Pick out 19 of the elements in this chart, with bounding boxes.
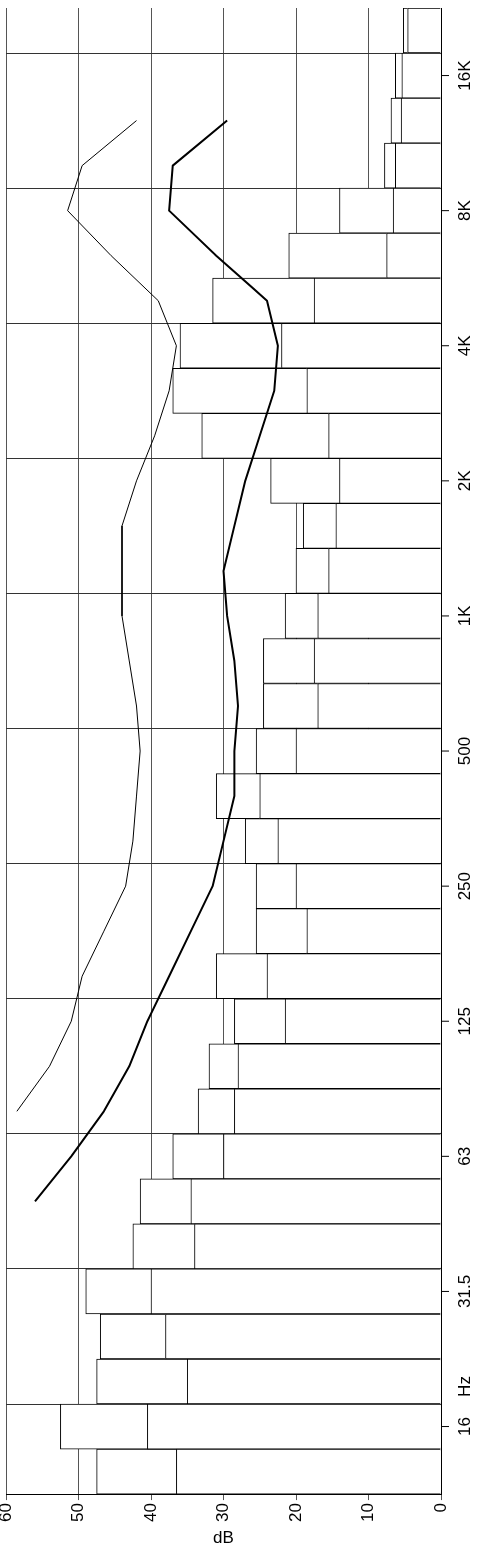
y-tick-label: 2K bbox=[454, 469, 474, 492]
y-tick-label: 4K bbox=[454, 334, 474, 357]
y-tick-label: 16 bbox=[454, 1417, 474, 1436]
y-tick-label: 125 bbox=[454, 1007, 474, 1036]
x-tick-label: 20 bbox=[285, 1503, 305, 1523]
x-axis-title: dB bbox=[213, 1527, 234, 1547]
y-tick-label: 8K bbox=[454, 199, 474, 222]
y-tick-label: 63 bbox=[454, 1146, 474, 1166]
y-axis-title: Hz bbox=[454, 1376, 474, 1397]
x-tick-label: 0 bbox=[430, 1503, 450, 1513]
x-tick-label: 30 bbox=[213, 1503, 233, 1523]
x-tick-label: 10 bbox=[358, 1503, 378, 1523]
x-tick-label: 40 bbox=[140, 1503, 160, 1523]
y-tick-label: 16K bbox=[454, 59, 474, 91]
y-tick-label: 31.5 bbox=[454, 1274, 474, 1308]
y-tick-label: 1K bbox=[454, 604, 474, 627]
x-tick-label: 50 bbox=[68, 1503, 88, 1523]
y-tick-label: 250 bbox=[454, 871, 474, 901]
y-tick-label: 500 bbox=[454, 736, 474, 766]
